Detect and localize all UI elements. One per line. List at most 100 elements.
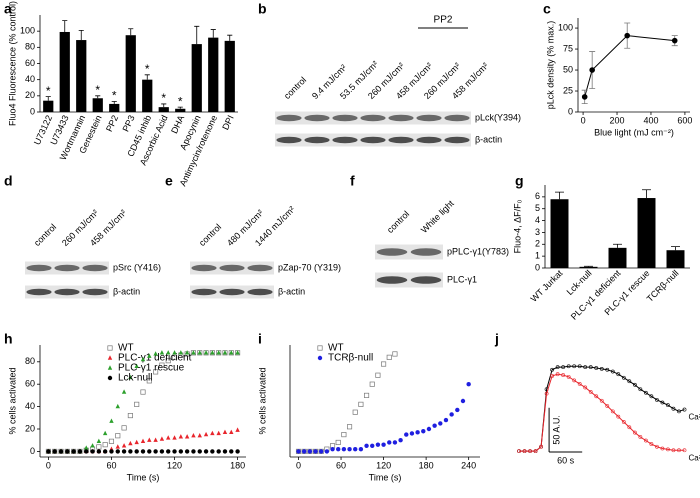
- blot-band: [388, 114, 414, 122]
- x-tick-label: WT Jurkat: [529, 268, 565, 304]
- data-point: [153, 369, 159, 375]
- data-point: [638, 387, 643, 392]
- blot-band: [54, 264, 80, 272]
- data-point: [121, 443, 127, 448]
- data-point: [313, 449, 318, 454]
- data-point: [682, 448, 687, 453]
- x-tick-label: 600: [677, 115, 692, 125]
- data-point: [210, 430, 215, 436]
- blot-band: [247, 288, 273, 296]
- y-axis-label: Fluo4 Fluorescence (% control): [7, 1, 17, 126]
- data-point: [409, 431, 415, 436]
- blot-band: [219, 288, 245, 296]
- data-point: [336, 446, 341, 452]
- x-tick-label: 200: [610, 115, 625, 125]
- data-point: [605, 367, 610, 372]
- data-point: [616, 372, 621, 377]
- data-point: [96, 444, 102, 450]
- data-point: [583, 385, 588, 390]
- y-tick-label: 3: [535, 227, 540, 237]
- blot-band: [304, 136, 330, 144]
- lane-label: control: [282, 75, 308, 101]
- x-tick-label: DHA: [169, 114, 186, 135]
- data-point: [649, 442, 654, 446]
- data-point: [666, 447, 670, 452]
- blot-band: [276, 114, 302, 122]
- data-point: [517, 449, 521, 454]
- bar: [158, 107, 169, 112]
- data-point: [643, 438, 648, 443]
- x-tick-label: 0: [581, 115, 586, 125]
- y-axis-label: % cells activated: [7, 367, 17, 434]
- blot-band: [247, 264, 273, 272]
- error-bar: [227, 34, 233, 41]
- error-bar: [144, 74, 150, 80]
- blot-band: [191, 264, 217, 272]
- data-point: [229, 429, 234, 435]
- blot-band: [332, 136, 358, 144]
- error-bar: [78, 29, 84, 41]
- data-point: [386, 354, 392, 360]
- data-point: [153, 351, 158, 356]
- data-point: [147, 449, 152, 454]
- x-tick-label: 240: [461, 460, 476, 470]
- panel-label: g: [515, 173, 524, 189]
- data-point: [166, 350, 171, 355]
- error-bar: [128, 28, 134, 36]
- blot-band: [376, 248, 408, 256]
- blot-band: [360, 136, 386, 144]
- data-point: [203, 431, 209, 437]
- bar: [76, 40, 87, 112]
- data-point: [572, 378, 577, 383]
- blot-band: [444, 114, 470, 122]
- x-tick-label: 400: [643, 115, 658, 125]
- legend-label: WT: [118, 343, 134, 354]
- error-bar: [555, 191, 564, 200]
- bar: [637, 198, 656, 268]
- x-tick-label: PLC-γ1 deficient: [569, 268, 623, 322]
- data-point: [166, 449, 171, 454]
- data-point: [655, 444, 659, 449]
- error-bar: [111, 101, 117, 104]
- significance-mark: *: [95, 83, 100, 97]
- blot-band: [26, 288, 52, 296]
- data-point: [134, 363, 139, 368]
- lane-label: control: [385, 209, 411, 235]
- bar: [109, 103, 120, 112]
- data-point: [165, 358, 171, 364]
- x-tick-label: 180: [419, 460, 434, 470]
- bar: [43, 100, 54, 112]
- blot-band: [82, 264, 108, 272]
- row-label: β-actin: [113, 286, 140, 296]
- y-tick-label: 0: [30, 446, 35, 456]
- data-line: [519, 365, 685, 452]
- data-line: [519, 373, 685, 452]
- y-tick-label: 40: [25, 401, 35, 411]
- data-point: [627, 425, 632, 430]
- panel-label: f: [350, 173, 355, 189]
- data-point: [466, 382, 471, 387]
- y-tick-label: 6: [535, 191, 540, 201]
- data-point: [296, 449, 301, 454]
- bar: [175, 108, 186, 112]
- data-point: [460, 398, 466, 404]
- blot-band: [219, 264, 245, 272]
- legend-label: PLC-γ1 deficient: [118, 353, 192, 364]
- blot-band: [360, 114, 386, 122]
- lane-label: control: [197, 222, 223, 248]
- y-tick-label: 25: [563, 85, 573, 95]
- row-label: pLck(Y394): [475, 112, 521, 122]
- blot-band: [332, 114, 358, 122]
- data-point: [621, 420, 626, 424]
- x-tick-label: 60: [336, 460, 346, 470]
- x-tick-label: 60: [106, 460, 116, 470]
- data-point: [172, 350, 177, 355]
- data-point: [191, 350, 196, 355]
- data-point: [335, 439, 341, 445]
- data-point: [197, 433, 202, 438]
- data-point: [128, 440, 133, 446]
- lane-label: White light: [419, 198, 456, 235]
- data-point: [197, 449, 202, 454]
- data-point: [341, 446, 347, 452]
